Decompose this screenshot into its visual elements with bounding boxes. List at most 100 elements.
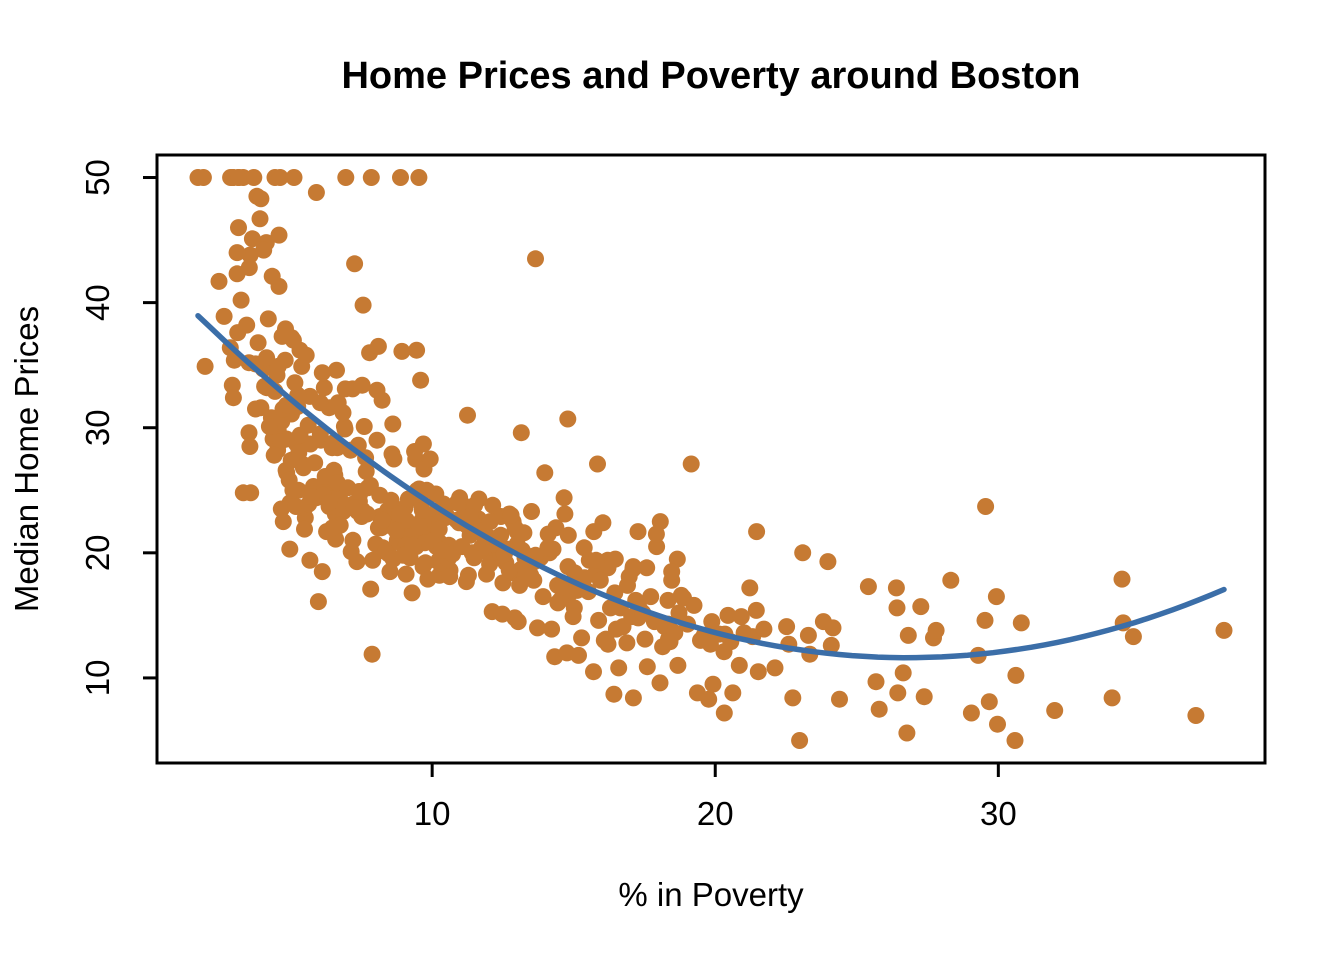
data-point (285, 169, 303, 186)
data-point (942, 571, 960, 589)
data-point (899, 626, 917, 644)
data-point (421, 450, 439, 468)
data-point (494, 574, 512, 592)
data-point (629, 523, 647, 541)
data-point (413, 501, 431, 519)
data-point (1103, 689, 1121, 707)
data-point (570, 646, 587, 664)
data-point (529, 619, 546, 637)
data-point (337, 169, 355, 186)
data-point (715, 704, 733, 722)
y-tick-label: 10 (79, 660, 116, 697)
data-point (364, 551, 382, 569)
data-point (465, 549, 483, 567)
data-point (328, 361, 345, 379)
x-axis-title: % in Poverty (618, 876, 804, 913)
data-point (457, 573, 475, 591)
data-point (194, 169, 212, 186)
data-point (867, 673, 885, 691)
data-point (889, 684, 907, 702)
data-point (238, 316, 256, 334)
data-point (280, 471, 298, 489)
data-point (511, 576, 529, 594)
data-point (591, 571, 609, 589)
data-point (299, 416, 317, 434)
data-point (384, 415, 402, 433)
data-point (512, 424, 530, 442)
data-point (281, 540, 299, 558)
data-point (492, 526, 510, 544)
data-point (888, 599, 906, 617)
data-point (311, 394, 329, 412)
data-point (590, 611, 608, 629)
data-point (416, 554, 434, 572)
data-point (302, 488, 320, 505)
data-point (362, 580, 380, 598)
x-tick-label: 30 (980, 795, 1017, 832)
data-point (273, 327, 291, 345)
data-point (282, 451, 300, 469)
data-point (663, 563, 681, 581)
data-point (369, 337, 387, 355)
data-point (666, 624, 684, 642)
data-point (258, 349, 276, 367)
data-point (373, 391, 391, 409)
data-point (962, 704, 980, 722)
data-point (335, 418, 353, 435)
data-point (755, 620, 773, 638)
data-point (228, 244, 246, 262)
data-point (1124, 628, 1142, 646)
data-point (556, 505, 574, 523)
data-point (385, 450, 403, 468)
data-point (230, 169, 247, 186)
data-point (704, 675, 722, 693)
data-point (313, 364, 331, 382)
data-point (265, 446, 283, 464)
data-point (732, 608, 750, 626)
data-point (448, 494, 466, 512)
data-point (791, 732, 809, 749)
data-point (703, 613, 721, 631)
data-point (894, 664, 912, 682)
data-point (481, 513, 499, 531)
data-point (555, 489, 573, 507)
data-point (564, 608, 582, 626)
data-point (619, 576, 636, 594)
data-point (210, 272, 228, 290)
data-point (585, 663, 602, 681)
data-point (784, 689, 802, 707)
data-point (536, 464, 554, 482)
data-point (927, 621, 945, 639)
y-tick-label: 30 (79, 409, 116, 446)
data-point (539, 525, 557, 543)
data-point (403, 584, 421, 602)
data-point (559, 410, 577, 428)
data-point (232, 291, 250, 309)
data-point (255, 241, 273, 259)
data-point (412, 371, 430, 389)
data-point (870, 700, 888, 718)
plot-border (155, 153, 1267, 765)
data-point (230, 219, 247, 237)
data-point (1012, 614, 1030, 632)
chart-title: Home Prices and Poverty around Boston (341, 55, 1080, 97)
data-point (272, 433, 290, 450)
data-point (1113, 570, 1131, 588)
data-point (410, 518, 428, 536)
data-point (348, 553, 366, 571)
data-point (245, 169, 263, 186)
data-point (636, 630, 654, 648)
data-point (831, 690, 848, 708)
data-point (638, 658, 656, 676)
data-point (898, 724, 916, 742)
data-point (241, 246, 259, 264)
data-point (685, 596, 703, 614)
data-point (493, 605, 511, 623)
data-point (345, 499, 363, 517)
data-point (263, 267, 281, 285)
data-point (307, 184, 325, 201)
data-point (397, 565, 415, 583)
data-point (527, 250, 544, 268)
data-point (980, 693, 998, 711)
